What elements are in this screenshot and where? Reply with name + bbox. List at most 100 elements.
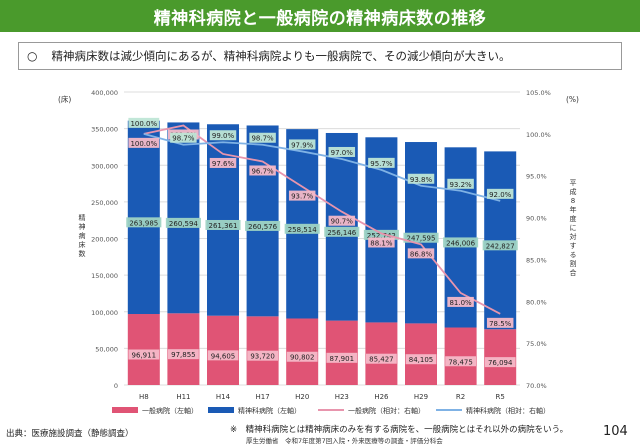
y-right-axis-char: 度 bbox=[570, 214, 577, 223]
legend-label: 精神科病院（左軸） bbox=[238, 406, 301, 415]
data-label-psychiatric: 263,985 bbox=[129, 219, 158, 227]
data-label-psychiatric: 260,576 bbox=[248, 223, 277, 231]
x-tick-label: H26 bbox=[374, 393, 389, 401]
data-label-psychiatric-relative-bg bbox=[288, 139, 316, 150]
data-label-general: 78,475 bbox=[448, 358, 473, 366]
data-label-general-relative-bg bbox=[209, 157, 237, 168]
legend-label: 精神科病院（相対：右軸） bbox=[466, 406, 550, 415]
data-label-psychiatric-bg bbox=[324, 226, 360, 237]
data-label-psychiatric-bg bbox=[205, 219, 241, 230]
line-psychiatric-relative bbox=[143, 132, 501, 202]
y-left-tick-label: 250,000 bbox=[91, 199, 118, 207]
y-right-axis-char: 成 bbox=[570, 187, 577, 196]
y-left-tick-label: 350,000 bbox=[91, 126, 118, 134]
data-label-psychiatric-relative: 93.8% bbox=[410, 176, 433, 184]
data-label-general-relative: 86.8% bbox=[410, 250, 433, 258]
data-label-psychiatric-bg bbox=[126, 217, 162, 228]
data-label-psychiatric-bg bbox=[363, 229, 399, 240]
y-left-axis-char: 精 bbox=[79, 213, 86, 222]
data-label-psychiatric-relative-bg bbox=[447, 178, 474, 189]
data-label-general-bg bbox=[247, 350, 278, 361]
y-left-axis-char: 床 bbox=[79, 240, 86, 249]
data-label-general-relative-bg bbox=[249, 165, 276, 176]
data-label-psychiatric-relative-bg bbox=[486, 188, 514, 199]
data-label-general-relative-bg bbox=[288, 190, 316, 201]
y-left-unit: (床) bbox=[58, 94, 71, 104]
y-left-tick-label: 0 bbox=[114, 382, 118, 390]
data-label-general: 85,427 bbox=[369, 356, 394, 364]
data-label-psychiatric: 258,514 bbox=[288, 226, 317, 234]
data-label-psychiatric-relative: 92.0% bbox=[489, 191, 512, 199]
data-label-psychiatric-relative: 95.7% bbox=[370, 160, 393, 168]
data-label-psychiatric-relative: 93.2% bbox=[449, 181, 472, 189]
y-left-axis-char: 神 bbox=[79, 222, 86, 231]
bed-count-chart: 0 50,000 100,000 150,000 200,000 250,000 300,0… bbox=[58, 89, 579, 415]
y-right-axis-char: 割 bbox=[570, 259, 577, 268]
data-label-general-relative: 81.0% bbox=[449, 299, 472, 307]
definition-note: ※ 精神科病院とは精神病床のみを有する病院を、一般病院とはそれ以外の病院をいう。 bbox=[230, 425, 569, 435]
data-label-psychiatric-bg bbox=[165, 217, 201, 228]
bar-general-hospital bbox=[484, 329, 517, 385]
y-right-tick-label: 70.0% bbox=[526, 382, 547, 390]
data-label-general-relative-bg bbox=[368, 237, 395, 248]
x-tick-label: H17 bbox=[256, 393, 270, 401]
y-right-axis-char: 年 bbox=[570, 205, 577, 214]
data-label-general: 84,105 bbox=[409, 356, 434, 364]
y-right-tick-label: 105.0% bbox=[526, 89, 551, 97]
source-note: 出典：医療施設調査（静態調査） bbox=[6, 429, 134, 439]
x-tick-label: H20 bbox=[295, 393, 309, 401]
data-label-general: 87,901 bbox=[330, 355, 355, 363]
y-right-tick-label: 95.0% bbox=[526, 173, 547, 181]
data-label-general-relative: 93.7% bbox=[291, 193, 314, 201]
data-label-general-bg bbox=[128, 349, 160, 360]
data-label-general-bg bbox=[405, 354, 437, 365]
data-label-psychiatric-relative-bg bbox=[249, 132, 276, 143]
data-label-psychiatric-relative: 98.7% bbox=[172, 135, 195, 143]
legend-swatch bbox=[208, 407, 234, 413]
data-label-general-relative-bg bbox=[128, 137, 160, 148]
y-left-tick-label: 200,000 bbox=[91, 236, 118, 244]
data-label-general-relative-bg bbox=[407, 248, 435, 259]
data-label-general-relative-bg bbox=[447, 296, 474, 307]
bar-psychiatric-hospital bbox=[484, 151, 517, 330]
data-label-psychiatric-relative-bg bbox=[209, 130, 237, 141]
data-label-psychiatric-bg bbox=[245, 220, 281, 231]
y-right-axis-char: 対 bbox=[570, 232, 577, 241]
data-label-psychiatric-relative-bg bbox=[170, 132, 197, 143]
y-left-tick-label: 150,000 bbox=[91, 272, 118, 280]
y-right-axis-char: 平 bbox=[570, 179, 577, 187]
data-label-general-bg bbox=[326, 352, 358, 363]
data-label-general-bg bbox=[168, 349, 199, 360]
y-right-axis-char: 8 bbox=[571, 197, 575, 205]
page-number: 104 bbox=[603, 424, 628, 439]
y-left-tick-label: 50,000 bbox=[95, 345, 118, 353]
data-label-psychiatric-relative: 97.0% bbox=[331, 149, 354, 157]
y-right-tick-label: 100.0% bbox=[526, 131, 551, 139]
data-label-psychiatric-relative: 100.0% bbox=[130, 120, 157, 128]
y-right-axis-char: す bbox=[570, 242, 577, 250]
data-label-general: 76,094 bbox=[488, 359, 513, 367]
y-right-tick-label: 90.0% bbox=[526, 215, 547, 223]
data-label-general: 90,802 bbox=[290, 354, 315, 362]
page-title: 精神科病院と一般病院の精神病床数の推移 bbox=[153, 8, 487, 29]
data-label-general: 97,855 bbox=[171, 351, 196, 359]
summary-box: ○ 精神病床数は減少傾向にあるが、精神科病院よりも一般病院で、その減少傾向が大き… bbox=[18, 42, 622, 70]
credit-note: 厚生労働省 令和7年度第7回入院・外来医療等の調査・評価分科会 bbox=[246, 437, 443, 445]
data-label-psychiatric-relative-bg bbox=[328, 146, 356, 157]
data-label-psychiatric: 246,006 bbox=[446, 239, 475, 247]
data-label-general-relative-bg bbox=[328, 215, 356, 226]
data-label-psychiatric: 260,594 bbox=[169, 220, 198, 228]
y-right-tick-label: 75.0% bbox=[526, 340, 547, 348]
data-label-psychiatric: 247,595 bbox=[407, 235, 436, 243]
x-tick-label: H11 bbox=[176, 393, 190, 401]
y-right-axis-label: 平成 8 年度に対する割合 bbox=[570, 179, 577, 277]
line-general-relative bbox=[143, 124, 501, 315]
data-label-general-bg bbox=[484, 357, 516, 368]
data-label-psychiatric-bg bbox=[443, 237, 479, 248]
data-label-general-relative: 97.6% bbox=[212, 160, 235, 168]
data-label-general-bg bbox=[286, 351, 318, 362]
data-label-general-relative-bg bbox=[486, 317, 514, 328]
data-label-general: 94,605 bbox=[211, 352, 236, 360]
y-left-axis-char: 病 bbox=[79, 231, 86, 240]
